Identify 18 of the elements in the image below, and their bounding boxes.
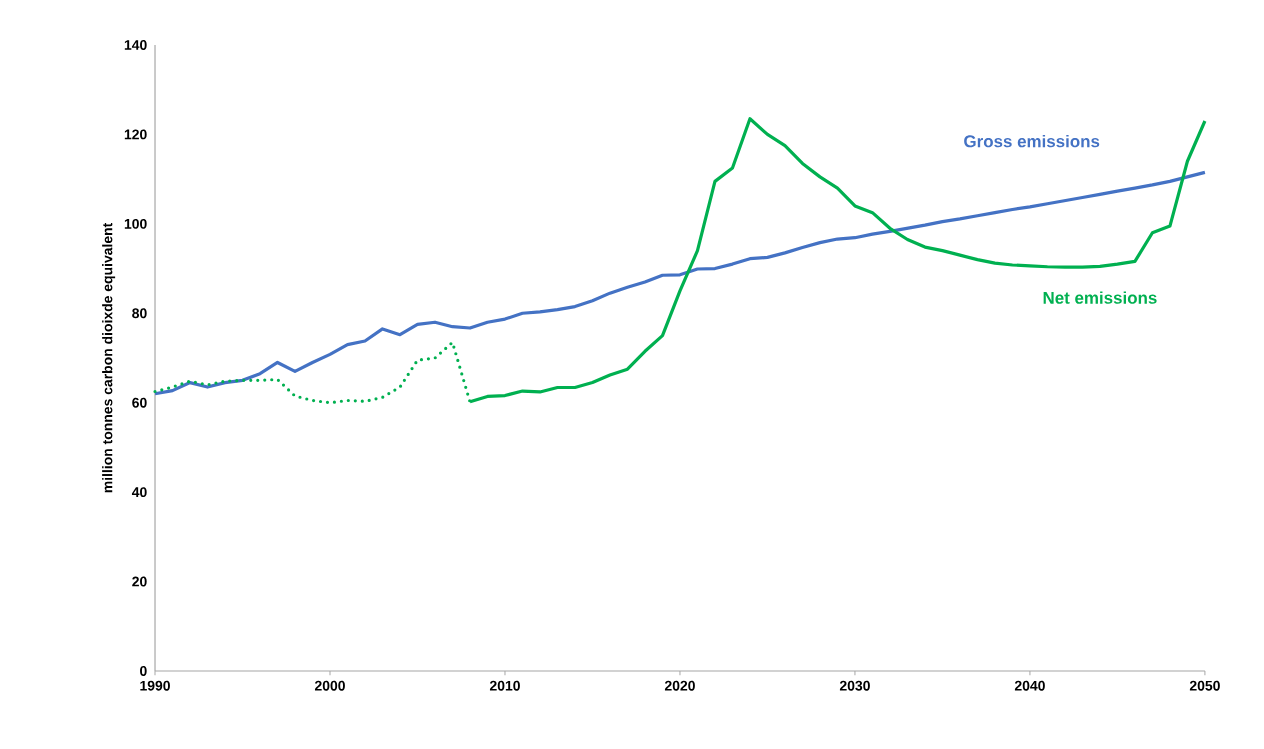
y-tick-label: 80 [132,308,147,319]
text: Gross emissions [964,134,1100,148]
y-tick-label: 20 [132,576,147,587]
x-tick-label: 2020 [664,680,695,691]
y-axis-title: million tonnes carbon dioixde equivalent [102,222,116,493]
x-tick-label: 2040 [1014,680,1045,691]
y-tick-label: 0 [140,666,147,676]
x-tick-label: 2000 [314,680,345,691]
series-label: Net emissions [1043,291,1157,304]
y-tick-label: 120 [124,129,147,140]
y-tick-label: 100 [124,218,147,229]
y-tick-label: 40 [131,487,147,498]
y-tick-label: 60 [132,397,147,408]
x-tick-label: 1990 [140,680,170,691]
x-tick-label: 2050 [1189,680,1220,691]
x-tick-label: 2030 [839,680,870,691]
y-tick-label: 140 [124,40,147,50]
x-tick-label: 2010 [489,680,520,691]
